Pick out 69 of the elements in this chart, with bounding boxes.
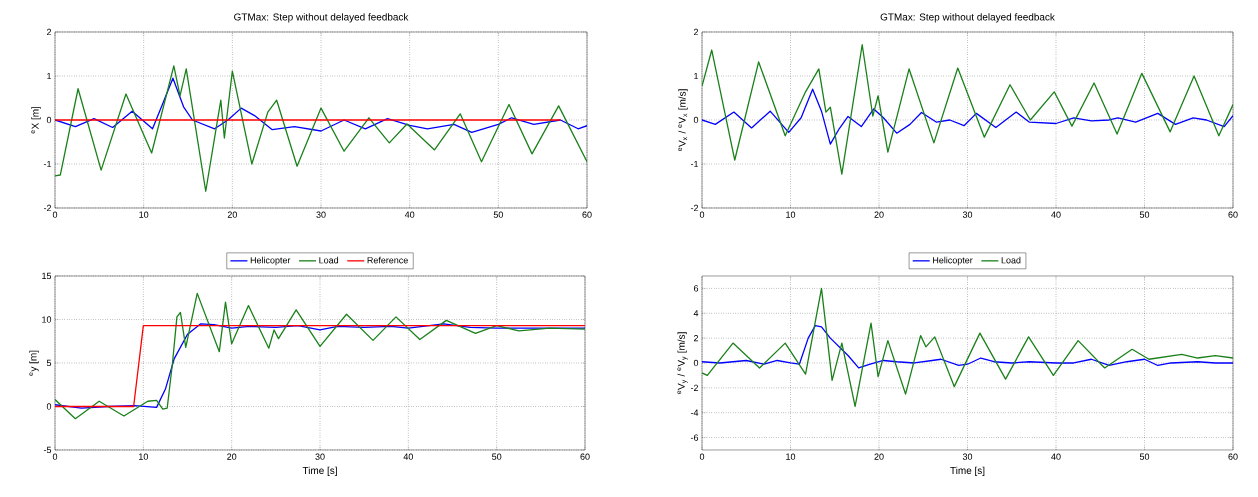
y-tick-label: 0 [693, 116, 699, 124]
x-tick-label: 40 [403, 453, 413, 460]
x-tick-label: 20 [227, 211, 237, 218]
y-tick-label: 1 [694, 72, 699, 80]
x-tick-label: 0 [52, 453, 58, 460]
y-tick-label: 5 [46, 359, 52, 367]
y-tick-label: 6 [693, 285, 699, 292]
x-tick-label: 30 [316, 211, 326, 218]
x-tick-label: 50 [1139, 211, 1150, 218]
legend-label: Helicopter [933, 256, 973, 266]
legend-label: Reference [367, 256, 408, 264]
y-tick-label: -2 [43, 204, 52, 212]
y-tick-label: 0 [693, 359, 699, 367]
y-axis-title: $^{e}$y [m] [29, 350, 39, 376]
x-tick-label: 60 [582, 211, 592, 218]
line-series [55, 77, 588, 133]
x-tick-label: 0 [699, 453, 705, 460]
x-tick-label: 20 [874, 453, 884, 460]
legend-label: Load [319, 256, 339, 264]
y-tick-label: -5 [43, 446, 52, 454]
x-tick-label: 50 [492, 453, 502, 460]
legend-label: Load [1001, 256, 1021, 264]
x-tick-label: 40 [1051, 211, 1061, 218]
y-tick-label: 2 [693, 334, 699, 342]
y-tick-label: 0 [46, 403, 52, 410]
y-axis-title: $^{e}$X [m] [31, 106, 41, 134]
line-series [55, 65, 588, 192]
line-series [55, 292, 586, 420]
x-tick-label: 60 [1228, 211, 1238, 218]
x-tick-label: 40 [404, 211, 415, 218]
y-tick-label: 1 [47, 72, 52, 80]
x-axis-title: Time [s] [950, 466, 985, 476]
y-tick-label: -2 [690, 204, 699, 212]
y-tick-label: -2 [690, 384, 699, 391]
y-tick-label: 0 [46, 116, 52, 124]
x-tick-label: 0 [52, 211, 58, 218]
y-tick-label: -6 [690, 434, 699, 441]
y-axis-title: $^{e}$V$_{x}$ / $^{e}$V$_{x}$ [m/s] [678, 89, 688, 152]
line-series [702, 88, 1234, 145]
x-tick-label: 10 [139, 211, 149, 218]
x-tick-label: 20 [874, 211, 884, 218]
y-tick-label: 2 [46, 28, 52, 36]
y-tick-label: -4 [690, 409, 699, 416]
line-series [702, 44, 1234, 175]
x-axis-title: Time [s] [302, 466, 337, 476]
y-axis-title: $^{e}$V$_{y}$ / $^{e}$V$_{y}$ [m/s] [677, 332, 688, 395]
y-tick-label: 4 [693, 310, 699, 317]
x-tick-label: 10 [139, 453, 148, 460]
x-tick-label: 60 [580, 453, 590, 460]
y-tick-label: 15 [42, 272, 52, 280]
y-tick-label: 2 [693, 28, 699, 36]
x-tick-label: 10 [786, 211, 796, 218]
line-series [702, 287, 1234, 408]
legend-label: Helicopter [250, 256, 291, 266]
x-tick-label: 30 [315, 453, 325, 460]
chart-title: GTMax: Step without delayed feedback [880, 13, 1055, 23]
y-tick-label: -1 [43, 160, 52, 168]
x-tick-label: 10 [786, 453, 796, 460]
x-tick-label: 20 [227, 453, 237, 460]
x-tick-label: 0 [699, 211, 705, 218]
x-tick-label: 50 [1139, 453, 1150, 460]
x-tick-label: 40 [1051, 453, 1061, 460]
y-tick-label: 10 [42, 316, 52, 323]
x-tick-label: 30 [962, 453, 973, 460]
x-tick-label: 60 [1228, 453, 1238, 460]
x-tick-label: 50 [493, 211, 503, 218]
chart-title: GTMax: Step without delayed feedback [234, 13, 409, 23]
y-tick-label: -1 [690, 160, 699, 168]
x-tick-label: 30 [962, 211, 973, 218]
